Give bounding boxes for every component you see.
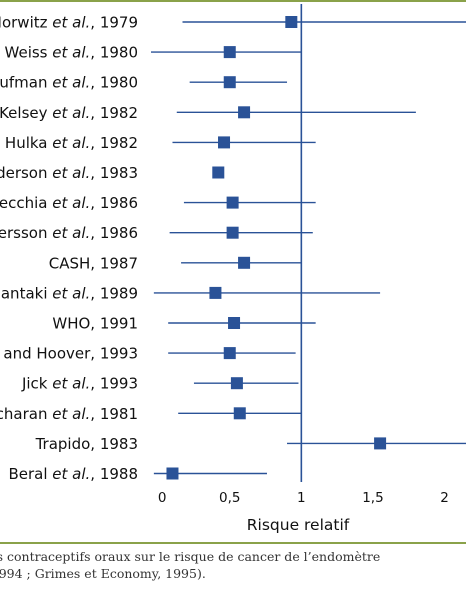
study-label-etal: et al. [52, 375, 90, 393]
study-label-name: Beral [8, 465, 52, 483]
study-label-year: , 1983 [90, 164, 138, 182]
study-label-year: , 1993 [90, 375, 138, 393]
study-label-year: , 1980 [90, 74, 138, 92]
study-label: CASH, 1987 [49, 254, 138, 272]
study-label: Horwitz et al., 1979 [0, 14, 138, 32]
study-label-year: , 1989 [90, 284, 138, 302]
rr-marker [226, 226, 239, 239]
study-label: Weiss et al., 1980 [5, 44, 138, 62]
study-label-name: Kaufman [0, 74, 52, 92]
study-label-etal: et al. [52, 224, 90, 242]
rr-marker [226, 196, 239, 209]
study-label: Beral et al., 1988 [8, 465, 138, 483]
frame-top-rule [0, 0, 466, 2]
study-label: Trapido, 1983 [35, 435, 138, 453]
study-label-name: CASH, 1987 [49, 254, 138, 272]
study-label-name: Koumantaki [0, 284, 52, 302]
study-label-etal: et al. [52, 104, 90, 122]
study-label-year: , 1982 [90, 104, 138, 122]
point-estimate-layer [166, 16, 387, 480]
study-label-name: Jick [21, 375, 52, 393]
x-tick-label: 0,5 [219, 490, 240, 506]
study-label-year: , 1979 [90, 14, 138, 32]
study-label-etal: et al. [52, 134, 90, 152]
rr-marker [285, 16, 298, 28]
study-label-etal: et al. [52, 405, 90, 423]
study-label-year: , 1981 [90, 405, 138, 423]
study-label: Henderson et al., 1983 [0, 164, 138, 182]
rr-marker [228, 317, 241, 329]
study-label-name: La Vecchia [0, 194, 52, 212]
study-label: Pettersson et al., 1986 [0, 224, 138, 242]
x-tick-layer: 0 0,5 1 1,5 2 [158, 490, 449, 506]
rr-marker [238, 106, 251, 119]
study-label-etal: et al. [52, 44, 90, 62]
rr-marker [223, 76, 236, 89]
study-label-etal: et al. [52, 164, 90, 182]
confidence-interval-layer [151, 21, 466, 475]
study-label-etal: et al. [52, 465, 90, 483]
study-label-year: , 1980 [90, 44, 138, 62]
study-label: Hulka et al., 1982 [5, 134, 138, 152]
study-label-name: Shapiro Kancharan [0, 405, 52, 423]
study-label-name: WHO, 1991 [52, 315, 138, 333]
x-tick-label: 1 [297, 490, 306, 506]
caption-line-2: (d’après Kelsey et Whittemore, 1994 ; Gr… [0, 566, 206, 581]
study-label: Shapiro Kancharan et al., 1981 [0, 405, 138, 423]
study-label-name: Henderson [0, 164, 52, 182]
figure-caption: Figure 2. Effet de l’utilisation des con… [0, 548, 466, 582]
rr-marker [218, 136, 231, 149]
rr-marker [230, 377, 243, 390]
rr-marker [374, 437, 387, 450]
rr-marker [166, 467, 179, 480]
study-label-year: , 1988 [90, 465, 138, 483]
study-label: Kaufman et al., 1980 [0, 74, 138, 92]
rr-marker [223, 46, 236, 59]
rr-marker [238, 256, 251, 269]
x-tick-label: 1,5 [362, 490, 383, 506]
study-label-etal: et al. [52, 194, 90, 212]
study-label-name: Horwitz [0, 14, 52, 32]
caption-line-1: Figure 2. Effet de l’utilisation des con… [0, 549, 381, 564]
study-label-year: , 1982 [90, 134, 138, 152]
study-label: La Vecchia et al., 1986 [0, 194, 138, 212]
x-tick-label: 0 [158, 490, 167, 506]
study-label-etal: et al. [52, 74, 90, 92]
study-label-year: , 1986 [90, 224, 138, 242]
rr-marker [233, 407, 246, 420]
x-axis-title: Risque relatif [247, 516, 350, 534]
study-label-name: Weiss [5, 44, 53, 62]
study-label: Koumantaki et al., 1989 [0, 284, 138, 302]
study-label-name: Trapido, 1983 [35, 435, 138, 453]
frame-bottom-rule [0, 542, 466, 544]
rr-marker [212, 166, 225, 179]
study-label-name: Hulka [5, 134, 52, 152]
study-label-year: , 1986 [90, 194, 138, 212]
study-label: Kelsey et al., 1982 [0, 104, 138, 122]
study-label-name: Pettersson [0, 224, 52, 242]
x-tick-label: 2 [440, 490, 449, 506]
study-label: Jick et al., 1993 [21, 375, 138, 393]
study-label-name: Brinton and Hoover, 1993 [0, 345, 138, 363]
study-label: Brinton and Hoover, 1993 [0, 345, 138, 363]
rr-marker [223, 347, 236, 360]
study-label-name: Kelsey [0, 104, 52, 122]
study-label: WHO, 1991 [52, 315, 138, 333]
study-label-etal: et al. [52, 284, 90, 302]
rr-marker [209, 286, 222, 299]
study-label-etal: et al. [52, 14, 90, 32]
